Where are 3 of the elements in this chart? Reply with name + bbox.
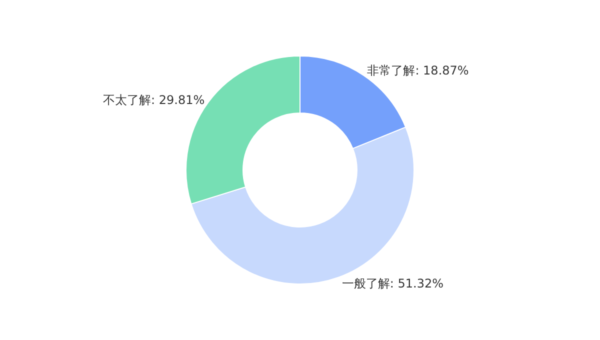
slice-label: 一般了解: 51.32%: [342, 276, 444, 291]
slice-label: 不太了解: 29.81%: [103, 92, 205, 107]
slice-label: 非常了解: 18.87%: [367, 64, 469, 78]
